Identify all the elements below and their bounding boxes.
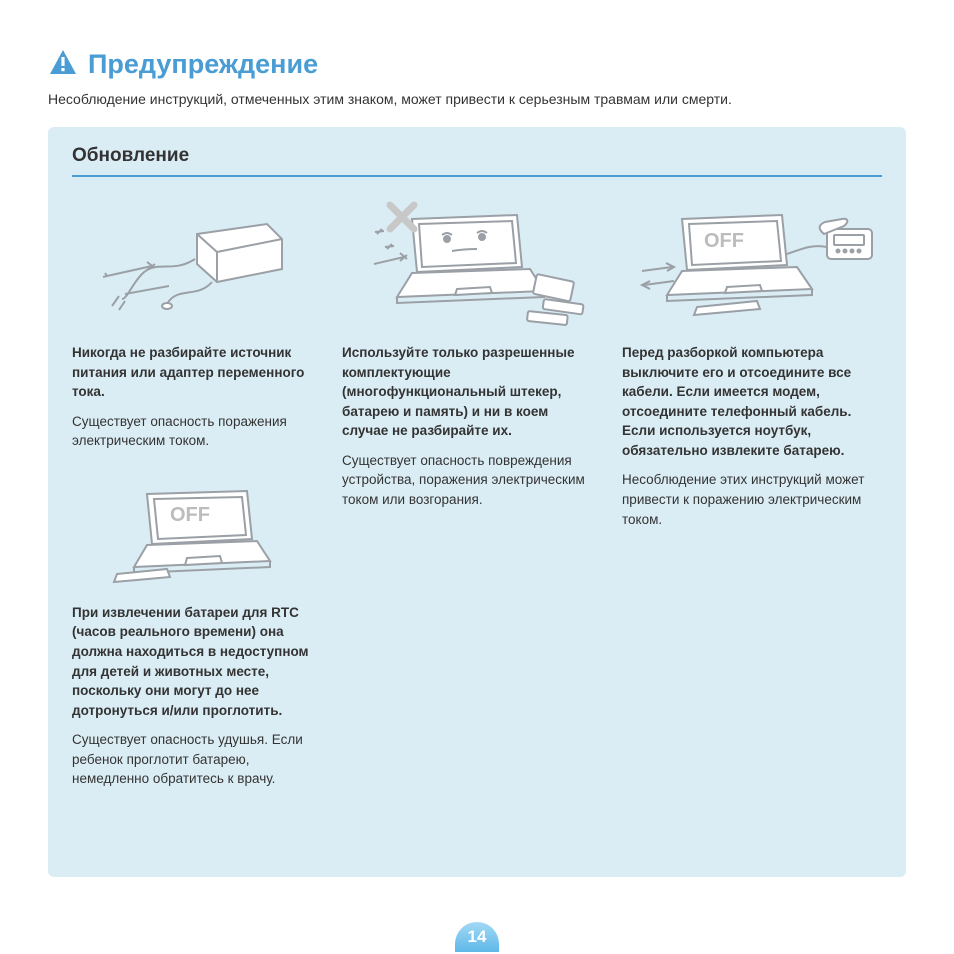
col1-block1: Никогда не разбирайте источник питания и… (72, 343, 312, 451)
content-panel: Обновление (48, 127, 906, 877)
illustration-laptop-off: OFF (72, 479, 312, 589)
column-1: Никогда не разбирайте источник питания и… (72, 199, 312, 817)
col3-block1: Перед разборкой компьютера выключите его… (622, 343, 882, 529)
col3-b1-bold: Перед разборкой компьютера выключите его… (622, 343, 882, 460)
warning-header: Предупреждение (48, 48, 906, 81)
column-2: Используйте только разрешенные комплекту… (342, 199, 592, 817)
col1-b2-reg: Существует опасность удушья. Если ребено… (72, 730, 312, 789)
col3-b1-reg: Несоблюдение этих инструкций может приве… (622, 470, 882, 529)
page-number: 14 (455, 922, 499, 952)
col2-b1-bold: Используйте только разрешенные комплекту… (342, 343, 592, 441)
section-title: Обновление (72, 145, 882, 177)
column-3: OFF Перед разборкой компьютера выключите… (622, 199, 882, 817)
col1-b1-reg: Существует опасность поражения электриче… (72, 412, 312, 451)
columns-row: Никогда не разбирайте источник питания и… (72, 199, 882, 817)
warning-triangle-icon (48, 48, 78, 81)
col2-b1-reg: Существует опасность повреждения устройс… (342, 451, 592, 510)
illustration-laptop-parts (342, 199, 592, 329)
col2-block1: Используйте только разрешенные комплекту… (342, 343, 592, 510)
illustration-laptop-phone: OFF (622, 199, 882, 329)
warning-title: Предупреждение (88, 49, 318, 80)
off-label-2: OFF (704, 230, 744, 252)
col1-b2-bold: При извлечении батареи для RTC (часов ре… (72, 603, 312, 720)
warning-subtitle: Несоблюдение инструкций, отмеченных этим… (48, 91, 906, 107)
col1-b1-bold: Никогда не разбирайте источник питания и… (72, 343, 312, 402)
off-label-1: OFF (170, 504, 210, 526)
illustration-power-adapter (72, 199, 312, 329)
col1-block2: При извлечении батареи для RTC (часов ре… (72, 603, 312, 789)
